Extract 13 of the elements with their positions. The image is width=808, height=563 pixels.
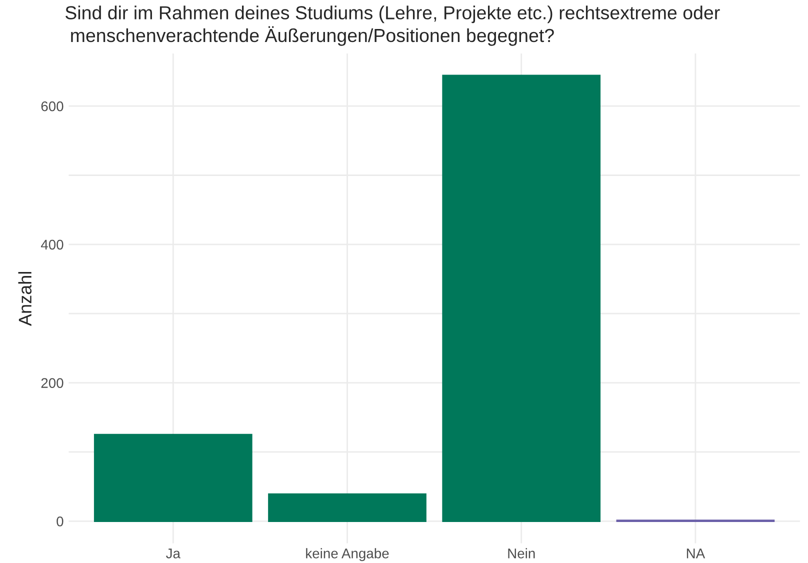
x-tick-label: Nein (508, 548, 535, 558)
y-tick-label: 200 (41, 378, 64, 388)
y-tick-label: 600 (41, 101, 64, 112)
bar (94, 434, 252, 522)
x-tick-label: Ja (166, 548, 180, 558)
x-tick-label: keine Angabe (306, 548, 389, 562)
chart-title: Sind dir im Rahmen deines Studiums (Lehre, Projekte etc.) rechtsextreme oder menschenverachtende Äußerungen/Positionen begegnet? (65, 6, 720, 46)
x-tick-label: NA (686, 548, 706, 558)
y-axis-title: Anzahl (18, 272, 32, 326)
y-tick-label: 400 (40, 240, 64, 250)
bar (442, 74, 601, 522)
bar (268, 493, 426, 522)
y-tick-label: 0 (56, 516, 64, 526)
